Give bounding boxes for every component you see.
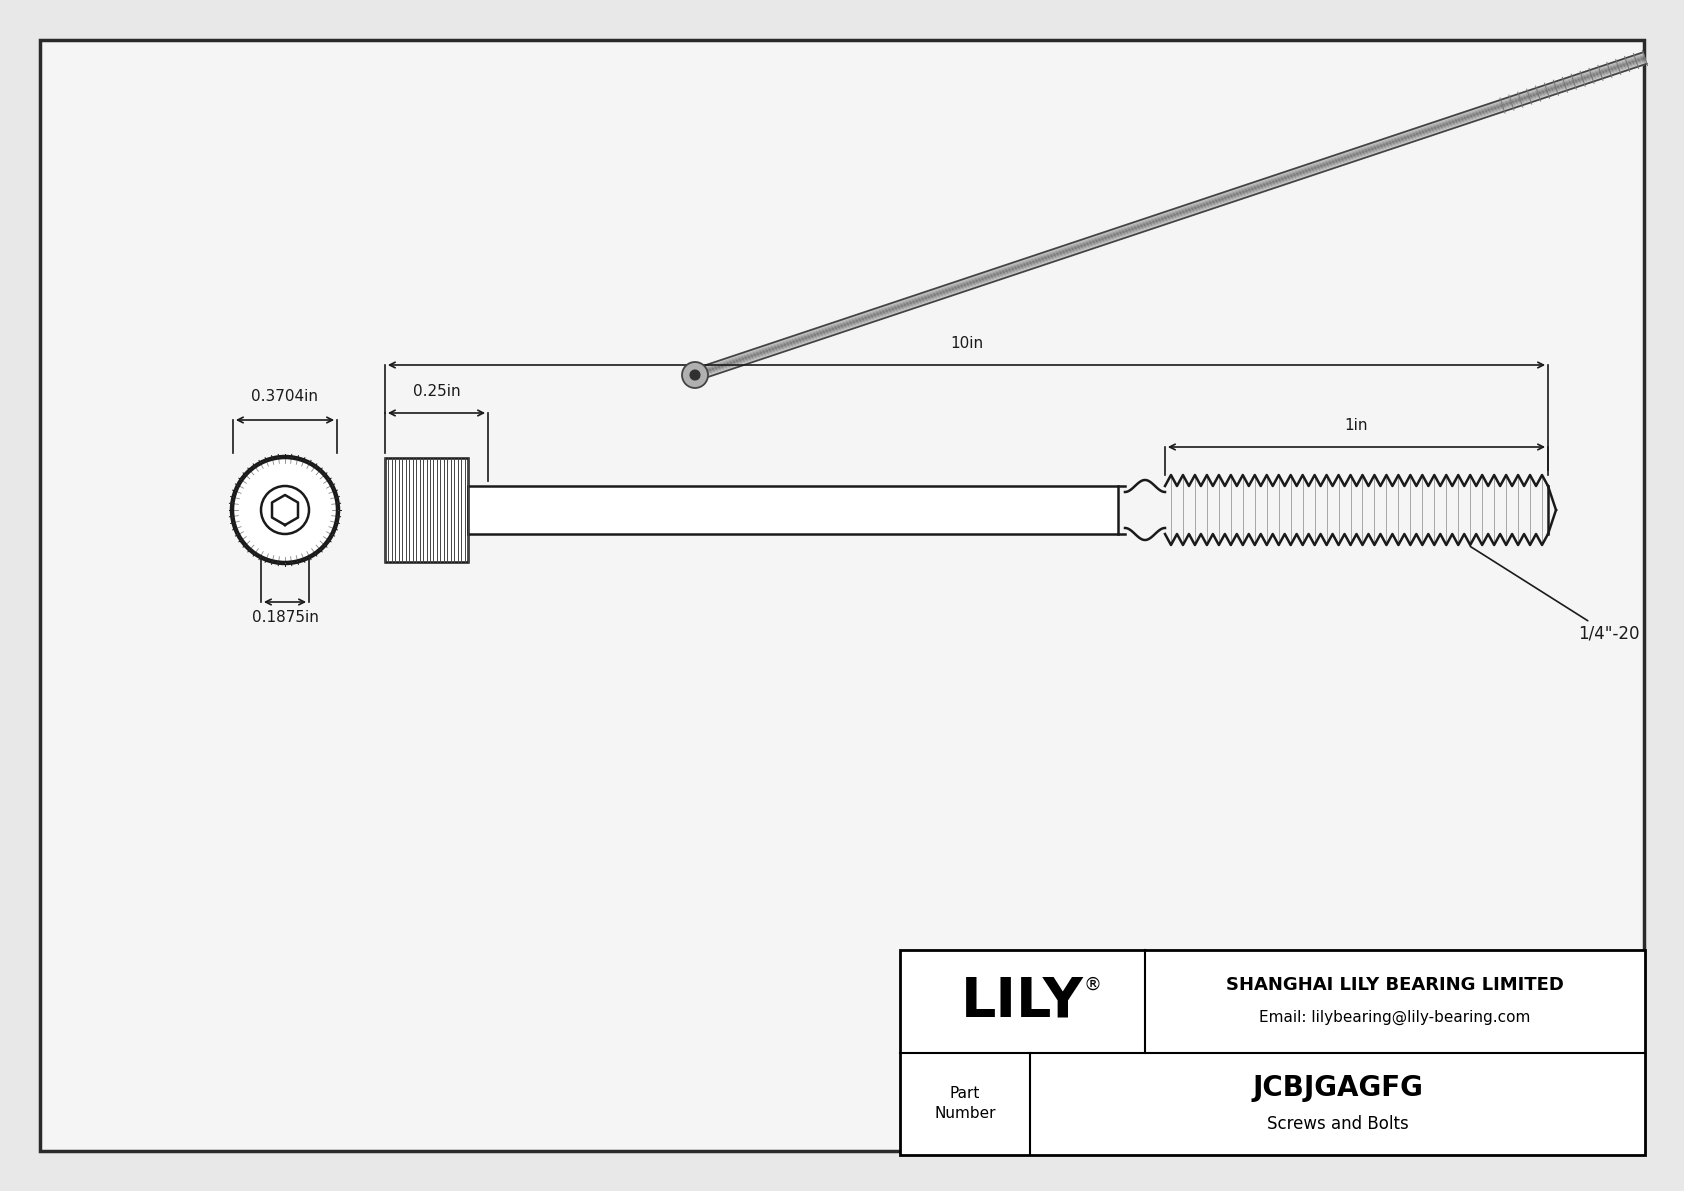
Text: SHANGHAI LILY BEARING LIMITED: SHANGHAI LILY BEARING LIMITED <box>1226 975 1564 993</box>
Text: 1in: 1in <box>1346 418 1367 434</box>
Text: 10in: 10in <box>950 336 983 351</box>
Text: Screws and Bolts: Screws and Bolts <box>1266 1115 1408 1134</box>
Text: 0.3704in: 0.3704in <box>251 389 318 404</box>
Circle shape <box>261 486 308 534</box>
Circle shape <box>690 370 701 380</box>
Bar <box>468 486 1118 534</box>
Text: 0.25in: 0.25in <box>413 384 460 399</box>
Text: 0.1875in: 0.1875in <box>251 610 318 625</box>
Circle shape <box>231 456 338 565</box>
Bar <box>386 459 468 562</box>
Text: Email: lilybearing@lily-bearing.com: Email: lilybearing@lily-bearing.com <box>1260 1010 1531 1025</box>
Text: 1/4"-20: 1/4"-20 <box>1470 547 1640 643</box>
Text: LILY: LILY <box>960 974 1083 1028</box>
Circle shape <box>682 362 707 388</box>
Bar <box>899 950 1645 1155</box>
Text: Part
Number: Part Number <box>935 1086 995 1121</box>
Text: ®: ® <box>1083 975 1101 993</box>
Text: JCBJGAGFG: JCBJGAGFG <box>1253 1074 1423 1103</box>
